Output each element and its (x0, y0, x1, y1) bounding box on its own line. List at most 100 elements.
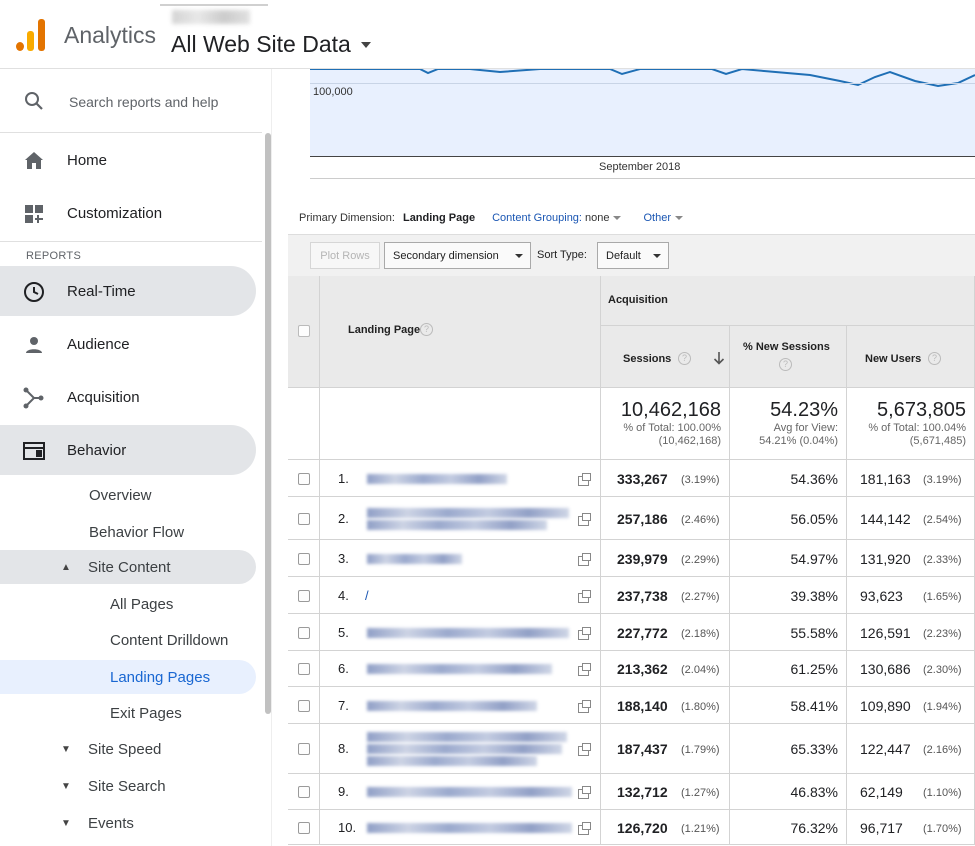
external-link-icon[interactable] (578, 627, 591, 640)
help-icon[interactable]: ? (420, 323, 433, 336)
header-select-cell (288, 276, 320, 388)
row-number: 8. (338, 741, 349, 756)
landing-page-link-redacted[interactable] (367, 823, 572, 833)
external-link-icon[interactable] (578, 473, 591, 486)
row-checkbox[interactable] (298, 743, 310, 755)
sidebar-item-acquisition[interactable]: Acquisition (0, 372, 256, 422)
table-row[interactable]: 7. 188,140 (1.80%) 58.41% 109,890 (1.94%… (288, 687, 975, 724)
landing-page-link-redacted[interactable] (367, 756, 537, 766)
sidebar-sub-behavior-flow[interactable]: Behavior Flow (89, 523, 185, 541)
row-checkbox[interactable] (298, 553, 310, 565)
total-value: 5,673,805 (877, 399, 966, 421)
sidebar-sub-site-speed[interactable]: ▼ Site Speed (0, 732, 256, 766)
landing-page-link-redacted[interactable] (367, 701, 537, 711)
group-title: Acquisition (608, 294, 668, 306)
sessions-value: 227,772 (617, 625, 668, 641)
help-icon[interactable]: ? (779, 358, 792, 371)
new-users-value: 181,163 (860, 471, 911, 487)
external-link-icon[interactable] (578, 822, 591, 835)
sidebar-item-home[interactable]: Home (0, 135, 256, 185)
search-bar[interactable]: Search reports and help (0, 69, 262, 133)
landing-page-link-redacted[interactable] (367, 554, 462, 564)
row-select-cell (288, 540, 320, 576)
sessions-percent: (1.27%) (681, 787, 720, 799)
header-sessions[interactable]: Sessions ? (601, 326, 730, 388)
row-checkbox[interactable] (298, 663, 310, 675)
row-select-cell (288, 651, 320, 686)
row-select-cell (288, 460, 320, 496)
external-link-icon[interactable] (578, 553, 591, 566)
table-row[interactable]: 2. 257,186 (2.46%) 56.05% 144,142 (2.54%… (288, 497, 975, 540)
new-users-cell: 93,623 (1.65%) (847, 577, 975, 613)
table-row[interactable]: 3. 239,979 (2.29%) 54.97% 131,920 (2.33%… (288, 540, 975, 577)
external-link-icon[interactable] (578, 743, 591, 756)
sidebar-item-audience[interactable]: Audience (0, 319, 256, 369)
section-label-reports: REPORTS (26, 250, 82, 262)
account-name-redacted[interactable] (172, 10, 250, 24)
row-checkbox[interactable] (298, 700, 310, 712)
analytics-logo-icon[interactable] (16, 19, 46, 51)
landing-page-link-redacted[interactable] (367, 787, 572, 797)
chart-gridline (310, 83, 975, 84)
landing-page-link-redacted[interactable] (367, 508, 569, 518)
person-icon (26, 337, 42, 353)
landing-page-link-redacted[interactable] (367, 664, 552, 674)
sidebar-sub-exit-pages[interactable]: Exit Pages (110, 704, 182, 722)
header-new-sessions[interactable]: % New Sessions ? (730, 326, 847, 388)
table-row[interactable]: 10. 126,720 (1.21%) 76.32% 96,717 (1.70%… (288, 810, 975, 845)
landing-page-link-redacted[interactable] (367, 520, 547, 530)
row-checkbox[interactable] (298, 473, 310, 485)
sidebar-item-real-time[interactable]: Real-Time (0, 266, 256, 316)
new-users-cell: 181,163 (3.19%) (847, 460, 975, 496)
sidebar-sub-overview[interactable]: Overview (89, 486, 152, 504)
row-checkbox[interactable] (298, 590, 310, 602)
secondary-dimension-dropdown[interactable]: Secondary dimension (384, 242, 531, 269)
row-checkbox[interactable] (298, 627, 310, 639)
sidebar-item-label: Home (67, 151, 108, 169)
content-grouping-value[interactable]: none (584, 212, 610, 224)
row-checkbox[interactable] (298, 786, 310, 798)
landing-page-link[interactable]: / (365, 588, 369, 603)
external-link-icon[interactable] (578, 663, 591, 676)
sidebar-item-behavior[interactable]: Behavior (0, 425, 256, 475)
table-row[interactable]: 6. 213,362 (2.04%) 61.25% 130,686 (2.30%… (288, 651, 975, 687)
view-selector[interactable]: All Web Site Data (171, 31, 371, 58)
table-row[interactable]: 4. / 237,738 (2.27%) 39.38% 93,623 (1.65… (288, 577, 975, 614)
new-sessions-cell: 61.25% (730, 651, 847, 686)
sidebar-sub-site-content[interactable]: ▲ Site Content (0, 550, 256, 584)
external-link-icon[interactable] (578, 590, 591, 603)
sidebar-item-label: Real-Time (67, 282, 136, 300)
landing-page-link-redacted[interactable] (367, 628, 569, 638)
header-landing-page[interactable]: Landing Page ? (320, 276, 601, 388)
content-grouping-link[interactable]: Content Grouping: (492, 212, 582, 224)
table-row[interactable]: 8. 187,437 (1.79%) 65.33% 122,447 (2.16%… (288, 724, 975, 774)
sidebar-sub-content-drilldown[interactable]: Content Drilldown (110, 631, 229, 649)
table-row[interactable]: 5. 227,772 (2.18%) 55.58% 126,591 (2.23%… (288, 614, 975, 651)
sidebar-item-customization[interactable]: Customization (0, 188, 256, 238)
row-checkbox[interactable] (298, 513, 310, 525)
external-link-icon[interactable] (578, 786, 591, 799)
new-users-value: 144,142 (860, 511, 911, 527)
sidebar-sub-site-search[interactable]: ▼ Site Search (0, 769, 256, 803)
landing-page-link-redacted[interactable] (367, 744, 562, 754)
table-row[interactable]: 9. 132,712 (1.27%) 46.83% 62,149 (1.10%) (288, 774, 975, 810)
landing-page-link-redacted[interactable] (367, 474, 507, 484)
help-icon[interactable]: ? (678, 352, 691, 365)
chart-baseline (310, 178, 975, 179)
header-new-users[interactable]: New Users ? (847, 326, 975, 388)
row-checkbox[interactable] (298, 822, 310, 834)
sidebar-sub-all-pages[interactable]: All Pages (110, 595, 174, 613)
plot-rows-button[interactable]: Plot Rows (310, 242, 380, 269)
help-icon[interactable]: ? (928, 352, 941, 365)
other-dimension-link[interactable]: Other (643, 212, 671, 224)
select-all-checkbox[interactable] (298, 325, 310, 337)
table-row[interactable]: 1. 333,267 (3.19%) 54.36% 181,163 (3.19%… (288, 460, 975, 497)
external-link-icon[interactable] (578, 700, 591, 713)
sort-type-dropdown[interactable]: Default (597, 242, 669, 269)
sessions-percent: (2.04%) (681, 664, 720, 676)
primary-dimension-value[interactable]: Landing Page (402, 212, 476, 224)
sidebar-sub-landing-pages[interactable]: Landing Pages (0, 660, 256, 694)
landing-page-link-redacted[interactable] (367, 732, 567, 742)
external-link-icon[interactable] (578, 513, 591, 526)
sidebar-scrollbar[interactable] (265, 133, 271, 714)
